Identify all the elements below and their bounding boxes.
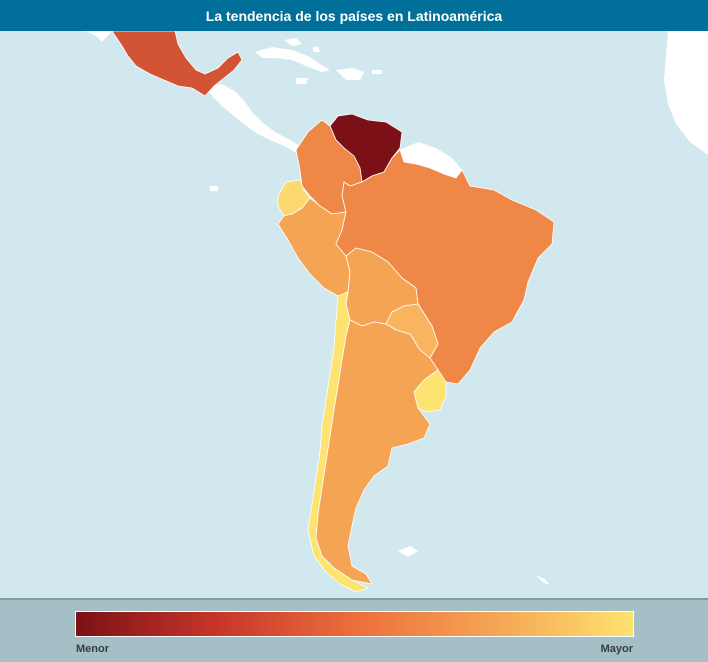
country-mexico[interactable] [111,31,243,97]
legend-min-label: Menor [76,643,109,655]
africa-land [664,31,708,155]
guianas-land [400,142,462,178]
usa-land [86,31,112,42]
galapagos-land [210,186,218,191]
south-georgia-land [535,575,550,585]
puerto-rico-land [372,70,382,74]
map-title: La tendencia de los países en Latinoamér… [205,7,503,24]
central-america-land [205,84,304,154]
hispaniola-land [336,68,364,80]
color-scale-bar [75,611,634,637]
jamaica-land [296,78,308,84]
cuba-land [255,47,330,72]
legend-max-label: Mayor [600,643,633,655]
country-uruguay[interactable] [413,369,447,413]
choropleth-map [0,31,708,598]
bahamas-land [284,38,320,52]
map-svg [86,31,708,593]
country-argentina[interactable] [315,319,439,585]
map-title-bar: La tendencia de los países en Latinoamér… [0,0,708,31]
legend-panel: Menor Mayor [0,598,708,662]
falklands-land [398,546,418,557]
